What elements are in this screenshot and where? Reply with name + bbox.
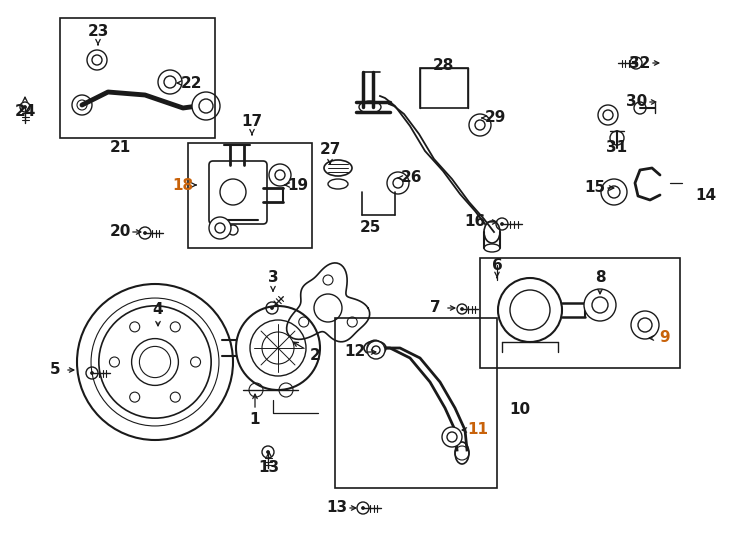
Circle shape: [271, 307, 274, 309]
Text: 10: 10: [509, 402, 531, 417]
Text: 13: 13: [327, 501, 348, 516]
Text: 3: 3: [268, 271, 278, 286]
Circle shape: [109, 357, 120, 367]
Circle shape: [367, 341, 385, 359]
Text: 1: 1: [250, 413, 261, 428]
Text: 2: 2: [310, 348, 320, 362]
Circle shape: [144, 232, 147, 234]
Text: 18: 18: [172, 178, 194, 192]
Circle shape: [442, 427, 462, 447]
Circle shape: [209, 217, 231, 239]
Circle shape: [130, 392, 139, 402]
Circle shape: [638, 318, 652, 332]
Text: 7: 7: [429, 300, 440, 315]
Circle shape: [139, 346, 170, 377]
Circle shape: [23, 105, 26, 109]
Circle shape: [215, 223, 225, 233]
Circle shape: [387, 172, 409, 194]
Text: 9: 9: [660, 330, 670, 346]
Circle shape: [584, 289, 616, 321]
Circle shape: [266, 450, 269, 454]
Circle shape: [170, 392, 181, 402]
Bar: [60, 18, 215, 138]
Text: 16: 16: [465, 214, 486, 230]
Circle shape: [634, 62, 638, 64]
Circle shape: [92, 55, 102, 65]
Circle shape: [192, 92, 220, 120]
Circle shape: [608, 186, 620, 198]
Circle shape: [447, 432, 457, 442]
Text: 14: 14: [695, 187, 716, 202]
Circle shape: [269, 164, 291, 186]
Text: 17: 17: [241, 114, 263, 130]
Text: 23: 23: [87, 24, 109, 39]
Circle shape: [362, 507, 365, 510]
Text: 8: 8: [595, 271, 606, 286]
Circle shape: [469, 114, 491, 136]
Circle shape: [164, 76, 176, 88]
Text: 4: 4: [153, 302, 163, 318]
Text: 21: 21: [109, 140, 131, 156]
Circle shape: [631, 311, 659, 339]
Text: 32: 32: [629, 56, 650, 71]
Circle shape: [598, 105, 618, 125]
Text: 15: 15: [584, 180, 606, 195]
Circle shape: [475, 120, 485, 130]
Circle shape: [158, 70, 182, 94]
Text: 27: 27: [319, 143, 341, 158]
Circle shape: [501, 222, 504, 226]
Bar: [420, 68, 468, 108]
Circle shape: [199, 99, 213, 113]
Circle shape: [170, 322, 181, 332]
Polygon shape: [370, 348, 467, 450]
Circle shape: [275, 170, 285, 180]
Text: 26: 26: [401, 171, 423, 186]
Circle shape: [592, 297, 608, 313]
Circle shape: [393, 178, 403, 188]
Bar: [188, 143, 312, 248]
Text: 30: 30: [626, 94, 647, 110]
Text: 11: 11: [468, 422, 489, 437]
Text: 13: 13: [258, 460, 280, 475]
Bar: [480, 258, 680, 368]
Circle shape: [90, 372, 93, 375]
Bar: [335, 318, 497, 488]
Text: 19: 19: [288, 178, 308, 192]
Text: 28: 28: [432, 57, 454, 72]
Text: 5: 5: [50, 362, 60, 377]
Circle shape: [191, 357, 200, 367]
Text: 12: 12: [344, 345, 366, 360]
Circle shape: [228, 225, 238, 235]
Circle shape: [87, 50, 107, 70]
Text: 24: 24: [14, 105, 36, 119]
Text: 25: 25: [360, 220, 381, 235]
Text: 31: 31: [606, 140, 628, 156]
Circle shape: [603, 110, 613, 120]
Text: 20: 20: [109, 225, 131, 240]
Circle shape: [460, 307, 463, 310]
Text: 22: 22: [181, 76, 203, 91]
Text: 6: 6: [492, 258, 502, 273]
Text: 29: 29: [484, 111, 506, 125]
Circle shape: [372, 346, 380, 354]
Circle shape: [601, 179, 627, 205]
Circle shape: [130, 322, 139, 332]
